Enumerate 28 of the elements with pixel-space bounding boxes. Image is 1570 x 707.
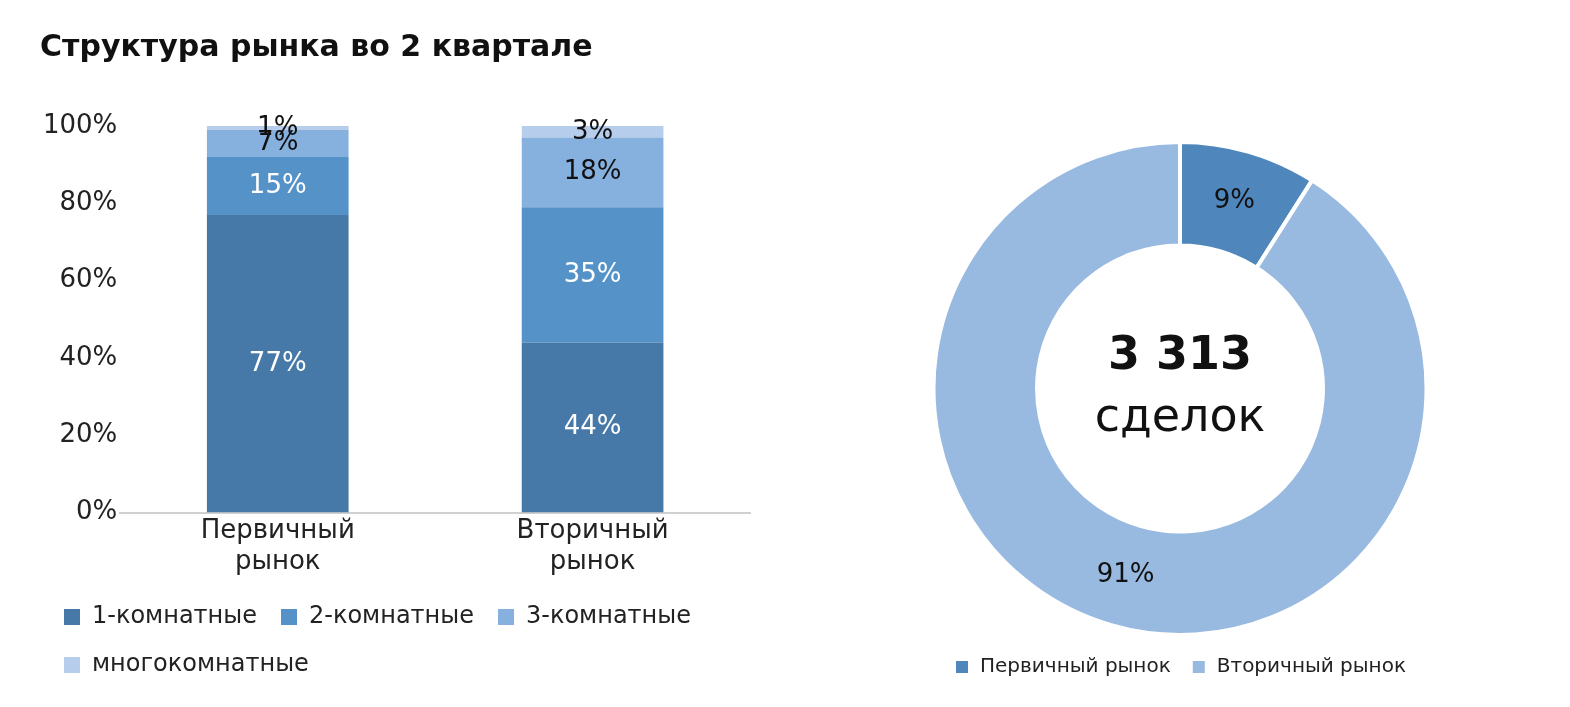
chart-title: Структура рынка во 2 квартале <box>40 27 593 63</box>
data-label: 91% <box>1096 558 1155 589</box>
text: 3 313 <box>1107 326 1253 381</box>
data-label: 77% <box>248 346 307 377</box>
bar <box>521 342 664 513</box>
text: сделок <box>1094 388 1266 443</box>
legend-label: 2-комнатные <box>309 601 474 630</box>
data-label: 15% <box>248 168 307 199</box>
legend-label: Первичный рынок <box>980 653 1171 678</box>
y-tick-label: 40% <box>59 340 118 371</box>
y-tick-label: 100% <box>42 108 118 139</box>
y-tick-label: 20% <box>59 418 118 449</box>
data-label: 3% <box>571 114 614 145</box>
legend-label: 3-комнатные <box>526 601 691 630</box>
bar <box>206 214 349 513</box>
legend-label: многокомнатные <box>92 649 309 678</box>
legend-label: 1-комнатные <box>92 601 257 630</box>
data-label: 18% <box>563 155 622 186</box>
y-tick-label: 80% <box>59 186 118 217</box>
y-tick-label: 0% <box>76 495 118 526</box>
legend-label: Вторичный рынок <box>1216 653 1406 678</box>
y-tick-label: 60% <box>59 263 118 294</box>
data-label: 9% <box>1213 184 1255 215</box>
data-label: 35% <box>563 257 622 288</box>
bar <box>521 207 664 343</box>
data-label: 44% <box>563 410 622 441</box>
bar <box>206 156 349 215</box>
bar <box>521 137 664 208</box>
